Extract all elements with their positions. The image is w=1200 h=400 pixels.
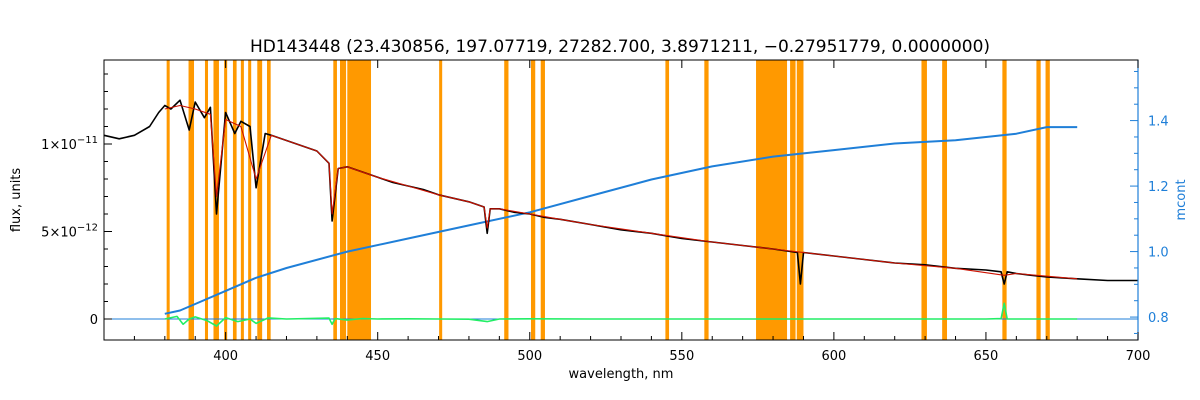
masked-region-9 xyxy=(267,60,271,340)
masked-region-12 xyxy=(347,60,372,340)
masked-region-4 xyxy=(224,60,228,340)
x-tick-label-3: 550 xyxy=(669,349,694,364)
masked-region-22 xyxy=(921,60,927,340)
y2-tick-label-0: 0.8 xyxy=(1148,311,1169,326)
y-tick-label-2: 1×10−11 xyxy=(41,135,98,153)
masked-region-14 xyxy=(504,60,509,340)
masked-regions xyxy=(166,60,1050,340)
x-tick-label-4: 600 xyxy=(821,349,846,364)
x-tick-label-2: 500 xyxy=(517,349,542,364)
chart-title: HD143448 (23.430856, 197.07719, 27282.70… xyxy=(250,37,990,57)
masked-region-21 xyxy=(796,60,804,340)
y2-tick-label-3: 1.4 xyxy=(1148,115,1169,130)
masked-region-18 xyxy=(704,60,709,340)
masked-region-15 xyxy=(530,60,536,340)
masked-region-11 xyxy=(339,60,347,340)
masked-region-2 xyxy=(204,60,209,340)
masked-region-24 xyxy=(1002,60,1007,340)
x-tick-label-5: 650 xyxy=(974,349,999,364)
y2-axis-ticks: 0.8 1.0 1.2 1.4 xyxy=(1130,70,1169,334)
y-tick-label-1: 5×10−12 xyxy=(41,223,98,241)
y-axis-ticks: 0 5×10−12 1×10−11 xyxy=(41,73,112,328)
masked-region-8 xyxy=(257,60,263,340)
masked-region-23 xyxy=(942,60,948,340)
masked-region-6 xyxy=(240,60,244,340)
x-tick-label-6: 700 xyxy=(1126,349,1151,364)
masked-region-19 xyxy=(756,60,788,340)
masked-region-20 xyxy=(790,60,796,340)
series-mcont xyxy=(164,126,1078,315)
masked-region-13 xyxy=(439,60,443,340)
y-axis-label: flux, units xyxy=(9,168,24,233)
masked-region-26 xyxy=(1045,60,1050,340)
masked-region-7 xyxy=(248,60,252,340)
y2-axis-label: mcont xyxy=(1174,179,1189,220)
masked-region-1 xyxy=(188,60,195,340)
series-layer xyxy=(103,99,1138,327)
series-model xyxy=(164,104,1078,280)
x-axis-ticks: 400 450 500 550 600 650 700 xyxy=(133,60,1151,364)
y2-tick-label-2: 1.2 xyxy=(1148,180,1169,195)
x-axis-label: wavelength, nm xyxy=(569,367,674,382)
masked-region-5 xyxy=(232,60,237,340)
masked-region-25 xyxy=(1036,60,1041,340)
y-tick-label-0: 0 xyxy=(90,313,98,328)
y2-tick-label-1: 1.0 xyxy=(1148,246,1169,261)
masked-region-0 xyxy=(166,60,170,340)
masked-region-16 xyxy=(540,60,545,340)
series-residual xyxy=(164,302,1078,327)
x-tick-label-0: 400 xyxy=(213,349,238,364)
masked-region-17 xyxy=(665,60,670,340)
x-tick-label-1: 450 xyxy=(365,349,390,364)
